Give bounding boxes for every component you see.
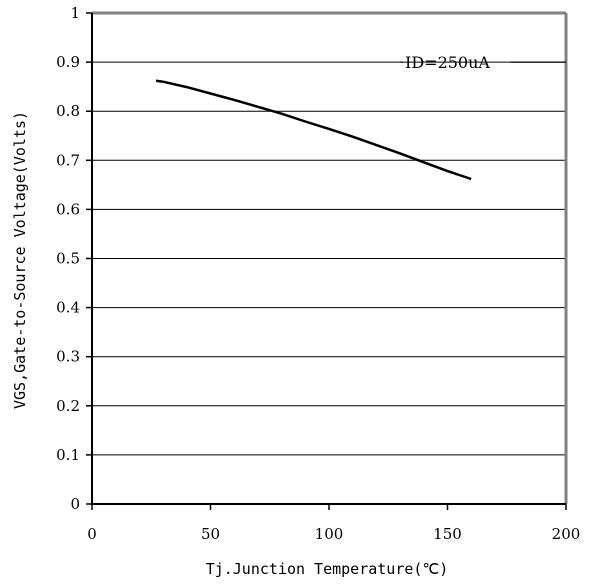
x-tick-label-1: 50 — [201, 525, 220, 543]
y-tick-label-5: 0.5 — [56, 250, 80, 268]
y-tick-label-1: 0.1 — [56, 446, 80, 464]
gridlines — [92, 61, 566, 456]
x-tick-label-3: 150 — [433, 525, 462, 543]
x-tick-label-0: 0 — [87, 525, 97, 543]
y-tick-label-6: 0.6 — [56, 200, 80, 218]
series-line-0 — [155, 79, 472, 181]
y-tick-label-8: 0.8 — [56, 102, 80, 120]
x-axis-label: Tj.Junction Temperature(℃) — [206, 560, 449, 578]
x-tick-label-4: 200 — [552, 525, 581, 543]
annotation-label-0: ID=250uA — [405, 53, 490, 72]
x-tick-label-2: 100 — [315, 525, 344, 543]
y-tick-label-0: 0 — [70, 495, 80, 513]
annotations: ID=250uA — [400, 53, 566, 72]
y-tick-label-7: 0.7 — [56, 151, 80, 169]
series — [155, 79, 472, 181]
y-tick-label-10: 1 — [70, 4, 80, 22]
y-tick-label-2: 0.2 — [56, 397, 80, 415]
y-axis-label: VGS,Gate-to-Source Voltage(Volts) — [11, 111, 29, 409]
ticks: 0 0.1 0.2 0.3 0.4 0.5 0.6 0.7 0.8 0.9 1 0 50 100 150 20… — [56, 4, 580, 543]
y-tick-label-9: 0.9 — [56, 53, 80, 71]
y-tick-label-3: 0.3 — [56, 348, 80, 366]
y-tick-label-4: 0.4 — [56, 299, 80, 317]
